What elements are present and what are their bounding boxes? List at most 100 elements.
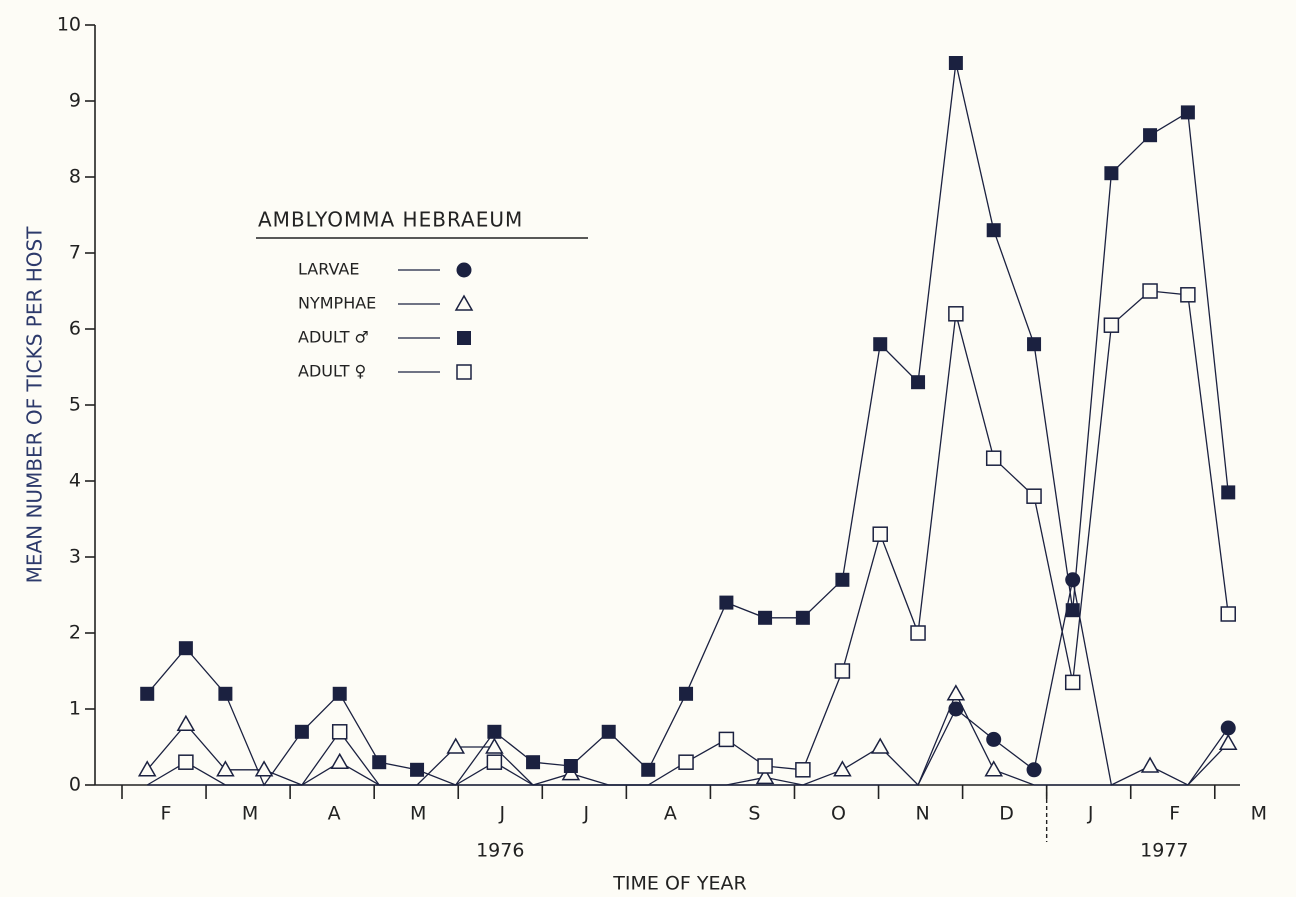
y-tick-label: 2 — [69, 622, 81, 644]
data-point — [948, 56, 963, 70]
data-point — [1142, 283, 1158, 299]
data-point — [446, 737, 466, 754]
legend-marker — [456, 364, 472, 380]
data-point — [986, 223, 1001, 238]
data-point — [1065, 572, 1081, 588]
data-point — [140, 686, 155, 701]
data-point — [216, 760, 235, 777]
data-point — [372, 755, 387, 770]
y-tick-label: 6 — [69, 318, 81, 340]
data-point — [410, 762, 425, 777]
data-point — [948, 701, 964, 717]
data-point — [331, 724, 348, 740]
data-point — [755, 767, 775, 785]
data-point — [986, 731, 1002, 747]
legend-marker — [454, 294, 474, 311]
x-tick-label: M — [242, 803, 258, 825]
y-tick-label: 3 — [69, 546, 81, 568]
x-tick-label: O — [831, 803, 846, 825]
data-point — [795, 610, 810, 625]
year-label: 1977 — [1140, 840, 1188, 862]
x-tick-label: D — [999, 803, 1014, 825]
legend-title: AMBLYOMMA HEBRAEUM — [258, 208, 523, 232]
y-tick-label: 5 — [69, 394, 81, 416]
y-tick-label: 4 — [69, 470, 81, 492]
legend-label: NYMPHAE — [298, 294, 376, 313]
data-point — [757, 758, 773, 774]
data-point — [835, 572, 850, 587]
x-tick-label: J — [1087, 803, 1094, 825]
x-tick-label: F — [1169, 803, 1180, 825]
data-point — [795, 762, 811, 778]
x-axis-label: TIME OF YEAR — [612, 873, 746, 895]
data-point — [946, 684, 966, 701]
data-point — [1221, 485, 1236, 500]
data-point — [985, 450, 1002, 466]
data-point — [601, 724, 616, 739]
data-point — [948, 306, 964, 322]
year-label: 1976 — [476, 840, 524, 862]
data-point — [1220, 720, 1236, 736]
legend-marker — [457, 331, 471, 345]
data-point — [332, 686, 347, 701]
x-tick-label: A — [664, 803, 677, 825]
data-point — [526, 755, 541, 770]
data-point — [485, 737, 504, 754]
data-point — [1026, 762, 1042, 778]
legend-label: LARVAE — [298, 260, 359, 279]
data-point — [178, 754, 194, 770]
data-point — [178, 641, 193, 656]
data-point — [679, 686, 694, 701]
legend-label: ADULT ♂ — [298, 328, 369, 347]
data-point — [1064, 674, 1081, 691]
data-point — [1140, 756, 1160, 773]
data-point — [1220, 606, 1236, 622]
x-tick-label: M — [1251, 803, 1267, 825]
y-tick-label: 10 — [57, 14, 81, 36]
data-point — [563, 759, 578, 773]
data-point — [834, 663, 851, 679]
data-point — [641, 762, 656, 777]
data-point — [984, 760, 1003, 777]
data-point — [176, 714, 196, 731]
y-tick-label: 0 — [69, 774, 81, 796]
y-tick-label: 1 — [69, 698, 81, 720]
series-line — [146, 692, 1229, 787]
data-point — [487, 724, 502, 739]
data-point — [1027, 337, 1042, 352]
data-point — [872, 526, 888, 542]
x-tick-label: J — [498, 803, 505, 825]
data-point — [870, 737, 890, 754]
data-point — [833, 760, 852, 777]
legend-marker — [456, 262, 472, 278]
data-point — [137, 760, 157, 777]
data-point — [254, 760, 274, 777]
data-point — [1026, 488, 1042, 504]
x-tick-label: M — [410, 803, 426, 825]
data-point — [758, 610, 773, 625]
data-point — [486, 754, 503, 770]
data-point — [718, 731, 735, 748]
x-tick-label: N — [915, 803, 929, 825]
legend-label: ADULT ♀ — [298, 362, 366, 381]
x-tick-label: J — [583, 803, 590, 825]
y-tick-label: 7 — [69, 242, 81, 264]
data-point — [294, 724, 309, 739]
x-tick-label: A — [328, 803, 341, 825]
y-tick-label: 8 — [69, 166, 81, 188]
y-tick-label: 9 — [69, 90, 81, 112]
data-point — [1180, 287, 1196, 303]
y-axis-label: MEAN NUMBER OF TICKS PER HOST — [23, 226, 47, 584]
data-point — [1103, 317, 1120, 333]
data-point — [1065, 603, 1080, 618]
data-point — [218, 686, 233, 701]
data-point — [1104, 166, 1119, 181]
data-point — [911, 375, 926, 390]
data-point — [1143, 128, 1158, 143]
x-tick-label: F — [161, 803, 172, 825]
data-point — [330, 752, 350, 769]
data-point — [719, 595, 734, 610]
data-point — [1180, 105, 1195, 120]
